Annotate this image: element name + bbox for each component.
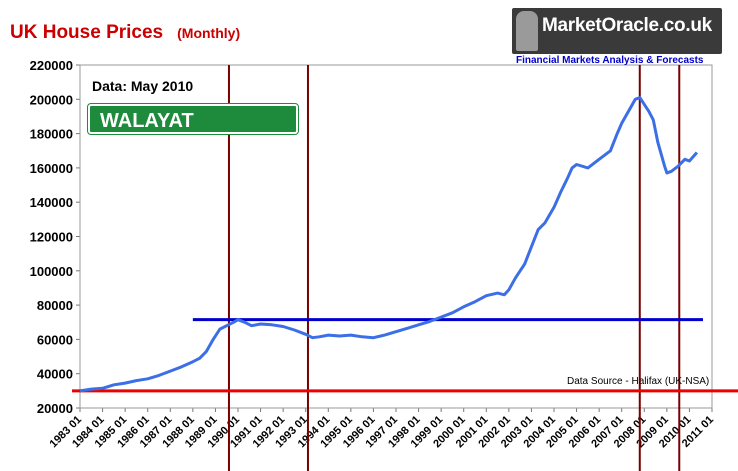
street-sign-text: WALAYAT STREET [100,110,194,167]
y-tick-label: 200000 [30,92,73,107]
y-tick-label: 140000 [30,195,73,210]
y-axis: 20000 40000 60000 80000 100000 120000 140000 16… [30,58,80,416]
walayat-street-sign[interactable]: WALAYAT STREET .COM [87,103,299,167]
y-tick-label: 160000 [30,161,73,176]
chart-subtitle: (Monthly) [177,25,241,41]
y-tick-label: 120000 [30,230,73,245]
y-tick-label: 20000 [37,401,73,416]
y-tick-label: 220000 [30,58,73,73]
y-tick-label: 40000 [37,367,73,382]
plot-area [79,64,713,409]
y-tick-label: 80000 [37,298,73,313]
street-sign-suffix: .COM [182,146,207,156]
series-line-price [79,96,699,393]
data-source-note: Data Source - Halifax (UK-NSA) [567,376,710,387]
logo-tagline: Financial Markets Analysis & Forecasts [516,55,704,66]
logo-text: MarketOracle.co.uk [542,15,712,36]
marketoracle-logo[interactable] [512,8,722,54]
data-date-note: Data: May 2010 [92,78,194,94]
reference-lines [72,65,738,471]
chart-title: UK House Prices (Monthly) [10,22,240,44]
y-tick-label: 60000 [37,332,73,347]
title-text: UK House Prices [10,22,164,43]
y-tick-label: 100000 [30,264,73,279]
statue-figure-icon [516,11,538,51]
y-tick-label: 180000 [30,127,73,142]
